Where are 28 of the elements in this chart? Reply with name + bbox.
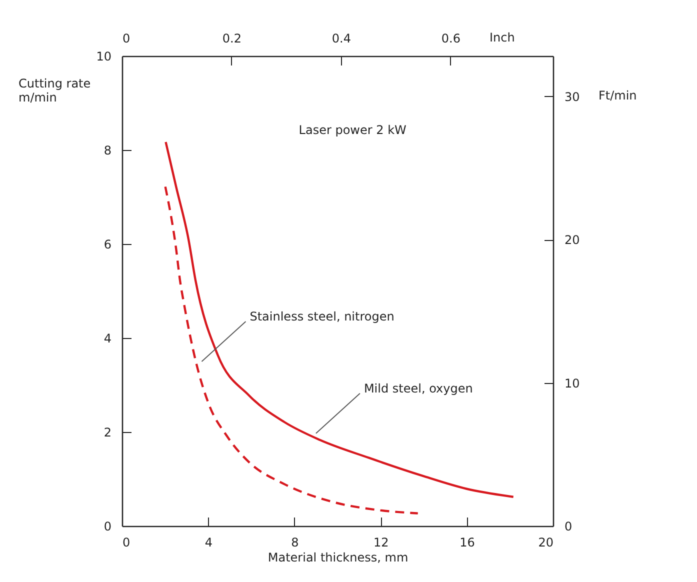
y2-tick-label: 10 (564, 376, 580, 390)
annotation: Stainless steel, nitrogen (250, 310, 394, 324)
y-tick-label: 8 (104, 144, 112, 158)
x2-tick-label: 0.6 (441, 32, 460, 46)
line-series (164, 140, 514, 498)
x-tick-label: 12 (373, 536, 389, 550)
y-tick-label: 0 (104, 520, 112, 534)
annotation: Laser power 2 kW (298, 123, 407, 137)
x-tick-label: 0 (122, 536, 130, 550)
x2-tick-label: 0 (122, 32, 130, 46)
annotation: Mild steel, oxygen (364, 381, 473, 396)
y-tick-label: 2 (104, 426, 112, 440)
x-tick-label: 16 (460, 536, 475, 550)
x2-tick-label: 0.2 (222, 32, 242, 46)
x2-axis-title: Inch (490, 30, 515, 44)
y-tick-label: 4 (104, 332, 112, 346)
y-tick-label: 10 (96, 50, 112, 64)
y2-tick-label: 30 (564, 90, 580, 104)
y2-axis-title: Ft/min (598, 88, 637, 102)
x2-tick-label: 0.4 (332, 32, 351, 46)
y-tick-label: 6 (104, 238, 112, 252)
y2-tick-label: 20 (564, 233, 580, 247)
y-axis-title: Cutting rate m/min (18, 76, 91, 104)
x-tick-label: 20 (538, 536, 554, 550)
x-axis-title: Material thickness, mm (268, 550, 408, 564)
x-tick-label: 8 (291, 536, 299, 550)
x-tick-label: 4 (204, 536, 213, 550)
y2-tick-label: 0 (564, 520, 572, 534)
